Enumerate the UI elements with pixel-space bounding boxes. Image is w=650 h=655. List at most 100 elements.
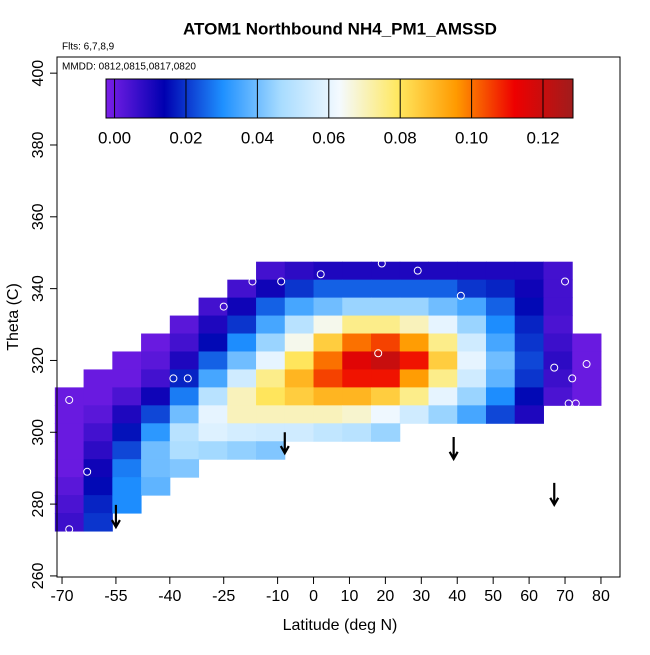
heat-cell	[54, 405, 85, 424]
heat-cell	[198, 369, 228, 388]
y-tick-label: 360	[30, 203, 47, 230]
observation-point	[219, 302, 228, 311]
x-tick-label: -25	[212, 588, 235, 605]
heat-cell	[227, 369, 257, 388]
observation-point	[277, 277, 286, 286]
heat-cell	[284, 387, 315, 406]
heat-cell	[112, 351, 142, 370]
heat-cell	[428, 315, 458, 335]
observation-point	[65, 525, 74, 534]
heat-cell	[514, 387, 544, 406]
plot-frame	[56, 56, 621, 578]
heat-cell	[169, 459, 200, 478]
heat-cell	[371, 315, 401, 335]
heat-cell	[256, 315, 286, 335]
heat-cell	[284, 297, 315, 317]
heat-cell	[313, 387, 343, 406]
heat-cell	[514, 315, 544, 335]
colorbar-tick-label: 0.10	[455, 128, 488, 147]
observation-point	[582, 360, 591, 369]
heat-cell	[514, 405, 544, 424]
observation-point	[568, 374, 577, 383]
x-tick-label: 40	[448, 588, 466, 605]
heat-cell	[284, 333, 315, 352]
observation-point	[374, 349, 383, 358]
colorbar-tick-label: 0.08	[384, 128, 417, 147]
heat-cell	[371, 351, 401, 370]
heat-cell	[399, 297, 430, 317]
heat-cell	[313, 369, 343, 388]
heat-cell	[485, 351, 516, 370]
colorbar-tick-label: 0.00	[98, 128, 131, 147]
heat-cell	[543, 387, 573, 406]
heat-cell	[198, 351, 228, 370]
heat-cell	[198, 315, 228, 335]
observation-point	[65, 395, 74, 404]
heat-cell	[141, 459, 171, 478]
y-tick-label: 300	[30, 419, 47, 446]
heatmap	[54, 261, 602, 532]
heat-cell	[371, 279, 401, 299]
heat-cell	[428, 261, 458, 281]
heat-cell	[428, 387, 458, 406]
y-tick-label: 340	[30, 275, 47, 302]
heat-cell	[485, 315, 516, 335]
colorbar-tick-label: 0.02	[169, 128, 202, 147]
arrow	[279, 432, 290, 456]
y-tick-label: 380	[30, 132, 47, 159]
arrow	[110, 504, 121, 530]
heat-cell	[514, 297, 544, 317]
heat-cell	[371, 387, 401, 406]
heat-cell	[313, 351, 343, 370]
heat-cell	[428, 405, 458, 424]
x-tick-label: 20	[376, 588, 394, 605]
overlay	[65, 259, 591, 534]
heat-cell	[83, 423, 113, 442]
heat-cell	[399, 279, 430, 299]
heat-cell	[485, 279, 516, 299]
heat-cell	[227, 441, 257, 460]
heat-cell	[141, 405, 171, 424]
heat-cell	[485, 369, 516, 388]
heat-cell	[371, 297, 401, 317]
heat-cell	[313, 261, 343, 281]
heat-cell	[399, 387, 430, 406]
x-tick-label: 30	[412, 588, 430, 605]
heat-cell	[54, 441, 85, 460]
heat-cell	[227, 333, 257, 352]
heat-cell	[342, 333, 372, 352]
heat-cell	[141, 333, 171, 352]
heat-cell	[457, 297, 487, 317]
heat-cell	[313, 279, 343, 299]
heat-cell	[313, 405, 343, 424]
heat-cell	[514, 369, 544, 388]
heat-cell	[342, 297, 372, 317]
x-axis-label: Latitude (deg N)	[283, 617, 398, 634]
heat-cell	[112, 441, 142, 460]
heat-cell	[198, 423, 228, 442]
heat-cell	[83, 441, 113, 460]
observation-point	[456, 291, 465, 300]
heat-cell	[227, 405, 257, 424]
heat-cell	[543, 315, 573, 335]
heat-cell	[169, 351, 200, 370]
heat-cell	[83, 477, 113, 496]
observation-point	[183, 374, 192, 383]
heat-cell	[256, 279, 286, 299]
heat-cell	[485, 297, 516, 317]
heat-cell	[514, 279, 544, 299]
heat-cell	[399, 405, 430, 424]
heat-cell	[572, 369, 602, 388]
heat-cell	[54, 459, 85, 478]
colorbar-tick-label: 0.12	[526, 128, 559, 147]
heat-cell	[313, 423, 343, 442]
heat-cell	[514, 261, 544, 281]
heat-cell	[112, 405, 142, 424]
heat-cell	[54, 513, 85, 532]
heat-cell	[112, 459, 142, 478]
heat-cell	[313, 315, 343, 335]
heat-cell	[543, 333, 573, 352]
heat-cell	[371, 405, 401, 424]
heat-cell	[141, 387, 171, 406]
